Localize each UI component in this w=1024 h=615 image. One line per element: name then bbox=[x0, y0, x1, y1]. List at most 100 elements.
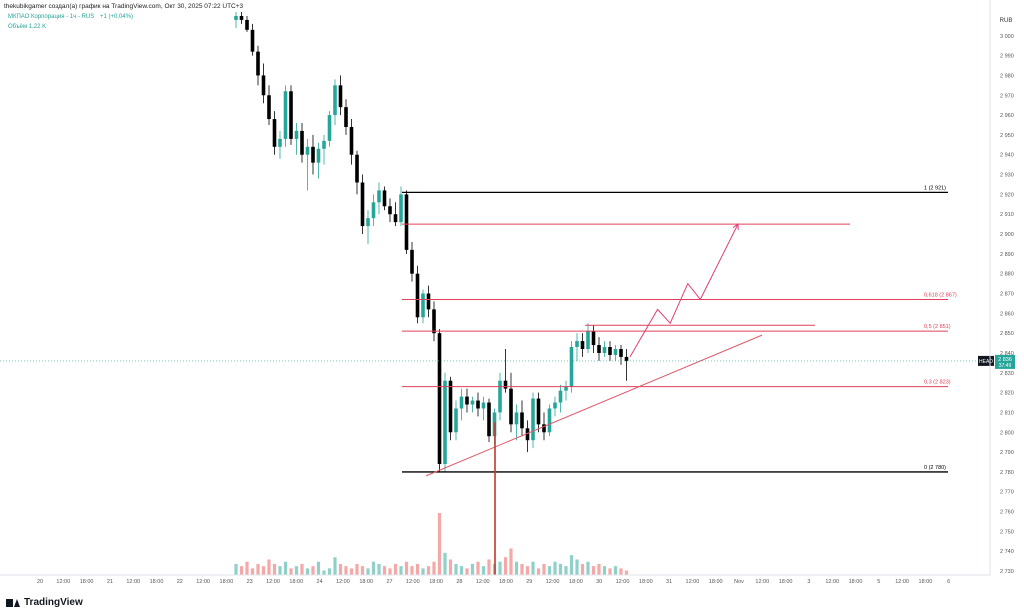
price-tick-label: 2 790 bbox=[1000, 450, 1014, 456]
volume-bar bbox=[360, 566, 365, 575]
head-label: HEAD bbox=[979, 359, 993, 365]
price-tick-label: 2 880 bbox=[1000, 272, 1014, 278]
last-price-value: 2 836 bbox=[998, 357, 1012, 363]
candle-body bbox=[481, 402, 486, 409]
time-tick-label: 30 bbox=[596, 579, 602, 585]
volume-bar bbox=[597, 563, 601, 575]
volume-bar bbox=[322, 570, 326, 575]
time-tick-label: 24 bbox=[317, 579, 323, 585]
candle-body bbox=[470, 400, 475, 405]
volume-bar bbox=[542, 563, 546, 575]
volume-bar bbox=[327, 568, 332, 575]
time-axis[interactable]: 20 12:00 18:00 21 12:00 18:00 22 12:00 18:00 23 12… bbox=[0, 574, 990, 585]
volume-bar bbox=[294, 566, 299, 575]
volume-bar bbox=[432, 561, 436, 575]
time-tick-label: 6 bbox=[947, 579, 950, 585]
candle-body bbox=[564, 386, 568, 391]
projection-path bbox=[629, 223, 739, 358]
price-tick-label: 2 820 bbox=[1000, 391, 1014, 397]
volume-bar bbox=[509, 548, 513, 575]
candle-body bbox=[602, 347, 607, 353]
volume-bar bbox=[569, 555, 574, 575]
time-tick-label: 12:00 bbox=[126, 579, 140, 585]
time-tick-label: 18:00 bbox=[80, 579, 94, 585]
price-tick-label: 2 940 bbox=[1000, 153, 1014, 159]
candle-body bbox=[586, 331, 590, 350]
volume-bar bbox=[355, 563, 359, 575]
candle-body bbox=[465, 396, 469, 405]
time-tick-label: 18:00 bbox=[919, 579, 933, 585]
volume-bar bbox=[437, 513, 442, 575]
candle-body bbox=[366, 218, 370, 227]
volume-bar bbox=[619, 568, 623, 575]
fib-level-label: 1 (2 921) bbox=[924, 185, 946, 191]
price-tick-label: 2 760 bbox=[1000, 510, 1014, 516]
time-tick-label: 12:00 bbox=[546, 579, 560, 585]
volume-bar bbox=[580, 563, 585, 575]
time-tick-label: Nov bbox=[734, 579, 744, 585]
price-tick-label: 2 870 bbox=[1000, 292, 1014, 298]
candle-body bbox=[327, 115, 332, 141]
candle-body bbox=[267, 95, 271, 120]
price-tick-label: 2 920 bbox=[1000, 192, 1014, 198]
volume-bars bbox=[234, 513, 629, 575]
time-tick-label: 18:00 bbox=[429, 579, 443, 585]
price-tick-label: 2 730 bbox=[1000, 569, 1014, 575]
candle-body bbox=[311, 146, 315, 163]
volume-bar bbox=[525, 566, 530, 575]
chart-author-line: thekubikgamer создал(а) график на Tradin… bbox=[4, 3, 244, 10]
candle-body bbox=[520, 412, 524, 429]
candle-body bbox=[338, 85, 343, 108]
time-tick-label: 21 bbox=[107, 579, 113, 585]
price-tick-label: 2 860 bbox=[1000, 311, 1014, 317]
candle-body bbox=[426, 293, 431, 310]
candle-body bbox=[547, 408, 552, 433]
volume-bar bbox=[404, 561, 409, 575]
fib-level-label: 0,3 (2 823) bbox=[924, 380, 951, 386]
candle-body bbox=[608, 347, 612, 355]
candles bbox=[234, 12, 629, 472]
drawings[interactable]: 1 (2 921) 0,618 (2 867) 0,5 (2 851) 0,3 (2 … bbox=[0, 185, 1015, 575]
head-label-box bbox=[978, 355, 994, 366]
price-tick-label: 2 900 bbox=[1000, 232, 1014, 238]
time-tick-label: 18:00 bbox=[569, 579, 583, 585]
volume-bar bbox=[476, 561, 480, 575]
time-tick-label: 31 bbox=[666, 579, 672, 585]
time-tick-label: 18:00 bbox=[359, 579, 373, 585]
candle-body bbox=[509, 388, 513, 425]
volume-bar bbox=[382, 566, 387, 575]
candle-body bbox=[377, 190, 381, 203]
candle-body bbox=[421, 293, 425, 318]
candle-body bbox=[294, 130, 299, 139]
price-tick-label: 2 780 bbox=[1000, 470, 1014, 476]
time-tick-label: 18:00 bbox=[779, 579, 793, 585]
volume-bar bbox=[443, 552, 447, 575]
candle-body bbox=[283, 91, 288, 139]
volume-bar bbox=[558, 563, 563, 575]
volume-bar bbox=[415, 563, 420, 575]
time-tick-label: 12:00 bbox=[476, 579, 490, 585]
price-tick-label: 2 990 bbox=[1000, 54, 1014, 60]
candle-body bbox=[613, 349, 618, 355]
candle-body bbox=[575, 341, 579, 348]
price-tick-label: 2 830 bbox=[1000, 371, 1014, 377]
time-tick-label: 28 bbox=[456, 579, 462, 585]
candle-body bbox=[261, 75, 266, 96]
volume-bar bbox=[272, 563, 277, 575]
volume-bar bbox=[520, 563, 524, 575]
candle-body bbox=[597, 345, 601, 353]
volume-bar bbox=[278, 566, 282, 575]
time-tick-label: 18:00 bbox=[849, 579, 863, 585]
price-tick-label: 2 750 bbox=[1000, 529, 1014, 535]
price-tick-label: 2 970 bbox=[1000, 93, 1014, 99]
candle-body bbox=[569, 347, 574, 387]
price-tick-label: 2 810 bbox=[1000, 410, 1014, 416]
candle-body bbox=[536, 398, 541, 425]
footer-branding: TradingView bbox=[6, 597, 83, 608]
candle-body bbox=[503, 380, 508, 389]
volume-bar bbox=[338, 563, 343, 575]
price-tick-label: 2 910 bbox=[1000, 212, 1014, 218]
price-axis[interactable]: RUB 2 730 2 740 2 750 2 760 2 770 2 780 2 790 2 … bbox=[989, 0, 1014, 575]
volume-bar bbox=[311, 566, 315, 575]
